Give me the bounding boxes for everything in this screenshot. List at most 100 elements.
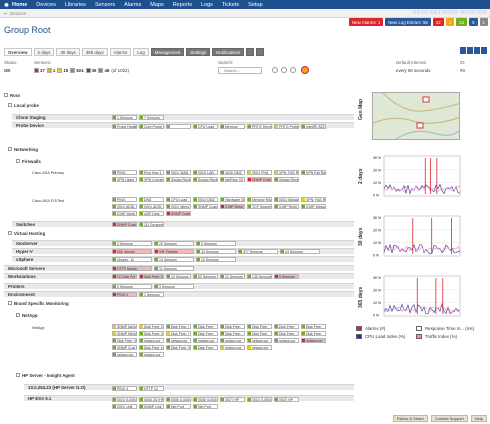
sensor-tile[interactable]: Net Port <box>166 404 191 409</box>
sensor-tile[interactable]: (003) DMZ <box>220 170 245 175</box>
tab-overview[interactable]: Overview <box>4 48 32 56</box>
sensor-tile[interactable]: (001) Manag <box>274 197 299 202</box>
sensor-tile[interactable]: TCP Segme <box>247 204 272 209</box>
sensor-tile[interactable]: 10 Sensors <box>196 257 236 262</box>
sensor-tile[interactable]: Disk Free: <box>274 331 299 336</box>
sensor-tile[interactable]: Disk Free: V <box>166 345 191 350</box>
sensor-tile[interactable]: UDP Dest <box>139 211 164 216</box>
filter-button-3[interactable] <box>290 67 296 73</box>
sensor-tile[interactable]: 20 Sensors <box>154 241 194 246</box>
alert-badge[interactable]: 22 <box>432 18 444 26</box>
sensor-tile[interactable]: (001) PHA <box>247 170 272 175</box>
sensor-tile[interactable]: Memory <box>220 124 245 129</box>
sensor-tile[interactable]: 1 Sensors <box>139 292 164 297</box>
sensor-tile[interactable]: netapp.cor <box>220 338 245 343</box>
sensor-tile[interactable]: ICMP Redir <box>274 204 299 209</box>
sensor-tile[interactable]: HTTP 12 <box>139 386 164 391</box>
sensor-tile[interactable]: SNMP Link <box>139 404 164 409</box>
sensor-tile[interactable]: netapp.cor <box>139 352 164 357</box>
sensor-tile[interactable]: Disk Free: <box>220 331 245 336</box>
expand-icon[interactable] <box>16 313 20 317</box>
tab-365days[interactable]: 365 days <box>81 48 108 56</box>
sensor-tile[interactable]: 5 Sensors <box>112 284 152 289</box>
sensor-tile[interactable]: (005) 0-0004 <box>166 397 191 402</box>
group-row[interactable]: 10.0.254.23 (HP Server G.O) <box>24 384 354 390</box>
sensor-tile[interactable]: Disk Free: V <box>139 331 164 336</box>
contact-support-button[interactable]: Contact Support <box>430 415 468 422</box>
device-label[interactable]: Cisco ASA FO/Test <box>32 199 65 203</box>
sensor-tile[interactable]: Ubuntu_12 <box>112 257 152 262</box>
sensor-tile[interactable]: Disk Free: D <box>139 274 164 279</box>
sensor-tile[interactable]: Disk Free: <box>247 331 272 336</box>
sensor-tile[interactable]: (004) LAN <box>193 170 218 175</box>
sensor-tile[interactable]: Probe Health <box>112 124 137 129</box>
chart-30days[interactable]: 30 % 20 % 10 % 0 % <box>372 214 462 264</box>
map-marker-icon[interactable] <box>422 96 430 103</box>
sensor-count[interactable]: 37 <box>34 68 45 74</box>
expand-icon[interactable] <box>8 147 12 151</box>
sensor-tile[interactable]: Disk Free: <box>301 331 326 336</box>
device-label[interactable]: NetApp <box>32 326 45 330</box>
sensor-tile[interactable]: VPN Users <box>112 177 137 182</box>
alert-badge[interactable]: New Alarms: 1 <box>349 18 384 26</box>
nav-reports[interactable]: Reports <box>172 1 192 8</box>
alert-badge[interactable]: 14 <box>456 18 468 26</box>
sensor-tile[interactable]: 1 Sensors <box>112 115 137 120</box>
sensor-count[interactable]: 15 <box>57 68 68 74</box>
sensor-count[interactable]: 36 <box>85 68 96 74</box>
sensor-tile[interactable]: (004) 25 (HP <box>139 397 164 402</box>
sensor-tile[interactable]: netapp.cor <box>247 338 272 343</box>
sensor-tile[interactable]: ICMP Messa <box>301 204 326 209</box>
tab-30days[interactable]: 30 days <box>56 48 80 56</box>
sensor-tile[interactable]: 111 Sensors <box>139 222 164 227</box>
expand-icon[interactable] <box>8 103 12 107</box>
sensor-tile[interactable]: Disk Free: / <box>166 324 191 329</box>
sensor-tile[interactable]: 14 Sensors <box>154 257 194 262</box>
sensor-tile[interactable]: SNMP Custo <box>112 222 137 227</box>
help-button[interactable]: Help <box>470 415 487 422</box>
expand-icon[interactable] <box>16 373 20 377</box>
view-icon-4[interactable] <box>481 47 487 54</box>
sensor-tile[interactable]: (001) WAN <box>166 170 191 175</box>
sensor-tile[interactable]: Disk Free: <box>274 324 299 329</box>
sensor-tile[interactable]: (1) Disk Fre <box>112 274 137 279</box>
sensor-tile[interactable]: VPN: FAS Ra <box>274 170 299 175</box>
sensor-tile[interactable]: (001) ADSL s <box>112 204 137 209</box>
sensor-tile[interactable]: Memory RAM <box>247 197 272 202</box>
tab-extra-1[interactable] <box>246 48 255 56</box>
tree-group[interactable]: Firewalls <box>16 158 41 164</box>
nav-tickets[interactable]: Tickets <box>221 1 240 8</box>
sensor-tile[interactable]: Net Port <box>193 404 218 409</box>
sensor-tile[interactable]: CPU Load <box>193 124 218 129</box>
sensor-count[interactable]: 46 <box>98 68 109 74</box>
sensor-tile[interactable]: ICMP Desti <box>112 211 137 216</box>
tab-2days[interactable]: 2 days <box>33 48 55 56</box>
sensor-tile[interactable]: SNMP NetAp <box>112 331 137 336</box>
sensor-tile[interactable]: Syslog Recei <box>274 177 299 182</box>
tree-group[interactable]: NetApp <box>16 312 38 318</box>
sensor-tile[interactable]: 33 Sensors <box>196 249 236 254</box>
sensor-tile[interactable]: SNMP Custo <box>166 211 191 216</box>
tab-management[interactable]: Management <box>150 48 185 56</box>
tree-root[interactable]: Root <box>4 92 20 98</box>
alert-badge[interactable]: 1 <box>445 18 455 26</box>
filter-button-1[interactable] <box>272 67 278 73</box>
sensor-tile[interactable]: 5 Sensors <box>196 241 236 246</box>
tab-log[interactable]: Log <box>133 48 149 56</box>
sensor-tile[interactable]: 377 Sensors <box>238 249 278 254</box>
sensor-tile[interactable]: 24 Sensors <box>280 249 320 254</box>
sensor-count[interactable]: 1 <box>46 68 55 74</box>
sensor-tile[interactable]: Disk Free: V <box>112 338 137 343</box>
sensor-tile[interactable]: 5 Sensors <box>274 274 299 279</box>
sensor-tile[interactable]: (006) 0-0004 <box>193 397 218 402</box>
nav-libraries[interactable]: Libraries <box>64 1 86 8</box>
sensor-tile[interactable]: DNS <box>139 197 164 202</box>
tab-notifications[interactable]: Notifications <box>212 48 245 56</box>
nav-setup[interactable]: Setup <box>248 1 263 8</box>
sensor-tile[interactable]: 31 Sensors <box>154 266 194 271</box>
sensor-tile[interactable]: VM: Review <box>154 249 194 254</box>
sensor-tile[interactable]: netapp.cor <box>274 338 299 343</box>
sensor-tile[interactable]: Disk Free: <box>193 345 218 350</box>
group-row[interactable]: Environment <box>4 291 354 297</box>
sensor-tile[interactable]: (001) Unit <box>112 404 137 409</box>
